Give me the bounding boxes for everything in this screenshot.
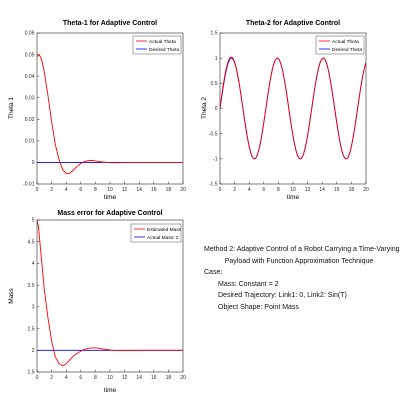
legend: Estimated Mass Actual Mass: 2 bbox=[130, 223, 182, 243]
x-tick-label: 16 bbox=[151, 375, 157, 381]
theta1-chart: Theta-1 for Adaptive Control 0 2 4 6 8 10 12 14… bbox=[8, 20, 186, 200]
y-tick-label: -0.5 bbox=[209, 131, 218, 137]
y-tick-label: 0.06 bbox=[25, 31, 35, 37]
case-label: Case: bbox=[204, 269, 223, 276]
x-tick-label: 6 bbox=[79, 187, 82, 193]
y-tick-label: 0.03 bbox=[25, 95, 35, 101]
red-series-line bbox=[37, 54, 183, 175]
x-tick-label: 12 bbox=[122, 187, 128, 193]
x-tick-label: 8 bbox=[94, 187, 97, 193]
red-series-line bbox=[220, 56, 366, 160]
trajectory-spec: Desired Trajectory: Link1: 0, Link2: Sin… bbox=[218, 292, 347, 299]
description-heading-cont: Payload with Function Approximation Tech… bbox=[224, 257, 374, 265]
plot-frame bbox=[36, 32, 184, 185]
object-shape-spec: Object Shape: Point Mass bbox=[218, 303, 299, 311]
x-tick-label: 14 bbox=[136, 375, 142, 381]
x-tick-label: 10 bbox=[290, 187, 296, 193]
y-axis-label: Mass bbox=[8, 287, 15, 303]
y-tick-label: 2 bbox=[32, 348, 35, 354]
chart-title: Theta-1 for Adaptive Control bbox=[63, 20, 157, 27]
plot-frame bbox=[36, 219, 184, 373]
y-tick-label: 0 bbox=[32, 160, 35, 166]
y-tick-label: 3.5 bbox=[28, 283, 35, 289]
y-tick-label: -1.5 bbox=[209, 182, 218, 188]
x-axis-label: time bbox=[104, 387, 117, 394]
y-axis-label: Theta 2 bbox=[201, 97, 208, 119]
legend-label: Actual Theta bbox=[332, 39, 359, 45]
y-tick-label: 0.01 bbox=[25, 139, 35, 145]
red-series-line bbox=[37, 220, 183, 367]
x-tick-label: 4 bbox=[65, 375, 68, 381]
x-tick-label: 6 bbox=[79, 375, 82, 381]
y-tick-label: 3 bbox=[32, 305, 35, 311]
mass-spec: Mass: Constant = 2 bbox=[218, 280, 279, 288]
x-tick-label: 20 bbox=[363, 187, 369, 193]
x-tick-label: 18 bbox=[349, 187, 355, 193]
legend: Actual Theta Desired Theta bbox=[132, 35, 182, 55]
legend-label: Desired Theta bbox=[332, 47, 362, 53]
y-tick-label: -0.01 bbox=[23, 182, 35, 188]
x-tick-label: 4 bbox=[65, 187, 68, 193]
x-tick-label: 6 bbox=[262, 187, 265, 193]
x-tick-label: 2 bbox=[50, 375, 53, 381]
y-tick-label: 1.5 bbox=[28, 370, 35, 376]
x-tick-label: 20 bbox=[180, 187, 186, 193]
y-tick-label: 0.02 bbox=[25, 117, 35, 123]
y-tick-label: 2.5 bbox=[28, 326, 35, 332]
x-tick-label: 0 bbox=[36, 187, 39, 193]
x-tick-label: 12 bbox=[122, 375, 128, 381]
x-tick-label: 0 bbox=[219, 187, 222, 193]
x-tick-label: 8 bbox=[94, 375, 97, 381]
chart-title: Mass error for Adaptive Control bbox=[57, 210, 162, 217]
x-tick-label: 14 bbox=[136, 187, 142, 193]
x-tick-label: 0 bbox=[36, 375, 39, 381]
y-tick-label: 1 bbox=[215, 56, 218, 62]
plot-frame bbox=[219, 32, 367, 185]
x-tick-label: 2 bbox=[50, 187, 53, 193]
x-tick-label: 4 bbox=[248, 187, 251, 193]
x-tick-label: 10 bbox=[107, 375, 113, 381]
x-tick-label: 10 bbox=[107, 187, 113, 193]
theta2-chart: Theta-2 for Adaptive Control 0 2 4 6 8 10 12 14… bbox=[201, 20, 369, 200]
y-tick-label: 0.05 bbox=[25, 52, 35, 58]
x-tick-label: 18 bbox=[166, 375, 172, 381]
x-tick-label: 16 bbox=[334, 187, 340, 193]
x-tick-label: 14 bbox=[319, 187, 325, 193]
y-tick-label: 0.5 bbox=[211, 81, 218, 87]
mass-error-chart: Mass error for Adaptive Control 0 2 4 6 8 10 1… bbox=[8, 210, 186, 394]
x-tick-label: 20 bbox=[180, 375, 186, 381]
y-tick-label: 5 bbox=[32, 218, 35, 224]
y-axis-label: Theta 1 bbox=[8, 97, 15, 119]
y-tick-label: 4.5 bbox=[28, 239, 35, 245]
x-tick-label: 2 bbox=[233, 187, 236, 193]
y-tick-label: 0 bbox=[215, 106, 218, 112]
y-tick-label: -1 bbox=[213, 157, 218, 163]
x-axis-label: time bbox=[104, 194, 117, 200]
legend-label: Estimated Mass bbox=[147, 227, 182, 233]
x-tick-label: 12 bbox=[305, 187, 311, 193]
legend-label: Actual Theta bbox=[149, 39, 176, 45]
x-tick-label: 18 bbox=[166, 187, 172, 193]
description-heading: Method 2: Adaptive Control of a Robot Ca… bbox=[204, 246, 400, 253]
legend-label: Desired Theta bbox=[149, 47, 179, 53]
method-description: Method 2: Adaptive Control of a Robot Ca… bbox=[204, 244, 400, 313]
x-tick-label: 8 bbox=[277, 187, 280, 193]
y-tick-label: 0.04 bbox=[25, 74, 35, 80]
legend: Actual Theta Desired Theta bbox=[315, 35, 365, 55]
legend-label: Actual Mass: 2 bbox=[147, 235, 179, 241]
x-axis-label: time bbox=[287, 194, 300, 200]
y-tick-label: 4 bbox=[32, 261, 35, 267]
x-tick-label: 16 bbox=[151, 187, 157, 193]
y-tick-label: 1.5 bbox=[211, 31, 218, 37]
chart-title: Theta-2 for Adaptive Control bbox=[246, 20, 340, 27]
